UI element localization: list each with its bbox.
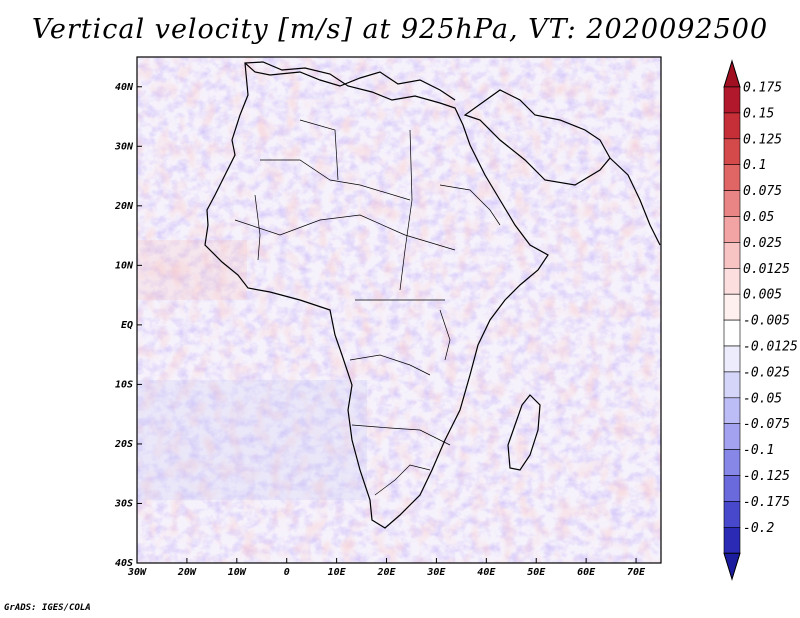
colorbar-label: 0.125 — [743, 132, 782, 147]
latitude-axis: 40N 30N 20N 10N EQ 10S 20S 30S 40S — [114, 82, 142, 569]
colorbar-swatch — [723, 526, 741, 554]
colorbar-label: -0.175 — [743, 495, 790, 510]
india-coastline — [609, 157, 661, 246]
border-line — [349, 354, 431, 376]
colorbar-label: -0.025 — [743, 365, 790, 380]
colorbar-label: 0.1 — [743, 158, 766, 173]
colorbar-swatch — [723, 319, 741, 347]
border-line — [439, 309, 451, 361]
africa-coastline — [204, 61, 549, 529]
lat-tick-label: 10S — [115, 379, 133, 390]
lon-tick-label: 50E — [527, 567, 546, 578]
lon-tick-label: 10W — [228, 567, 247, 578]
colorbar-label: 0.005 — [743, 288, 782, 303]
colorbar-top-arrow — [723, 59, 741, 88]
colorbar-label: -0.1 — [743, 443, 774, 458]
colorbar-label: -0.05 — [743, 391, 782, 406]
madagascar-coastline — [507, 394, 541, 471]
colorbar-label: 0.075 — [743, 184, 782, 199]
colorbar-swatch — [723, 216, 741, 243]
colorbar-label: 0.15 — [743, 106, 774, 121]
lat-tick-label: 30S — [114, 498, 133, 509]
border-line — [299, 119, 339, 181]
border-line — [351, 424, 451, 446]
velocity-field — [137, 57, 661, 563]
lat-tick-label: EQ — [121, 320, 133, 331]
colorbar-bottom-arrow — [723, 552, 741, 581]
lon-tick-label: 30E — [426, 567, 446, 578]
country-borders — [234, 119, 501, 496]
border-line — [439, 184, 501, 226]
colorbar-swatch — [723, 501, 741, 528]
colorbar-label: 0.05 — [743, 210, 774, 225]
lat-tick-label: 20N — [114, 201, 134, 212]
colorbar-swatch — [723, 242, 741, 269]
border-line — [374, 464, 431, 496]
longitude-axis: 30W 20W 10W 0 10E 20E 30E 40E 50E 60E 70E — [127, 558, 646, 578]
lon-tick-label: 10E — [328, 567, 347, 578]
lon-tick-label: 60E — [577, 567, 596, 578]
border-line — [254, 194, 261, 261]
lat-tick-label: 40S — [115, 558, 133, 569]
colorbar-label: -0.005 — [743, 314, 790, 329]
colorbar-swatch — [723, 267, 741, 295]
ocean-band-red — [137, 240, 247, 300]
colorbar-swatch — [723, 293, 741, 321]
ocean-band-blue — [137, 380, 367, 500]
lon-tick-label: 70E — [627, 567, 646, 578]
lon-tick-label: 20W — [177, 567, 197, 578]
colorbar-labels: 0.175 0.15 0.125 0.1 0.075 0.05 0.025 0.0125 0.0… — [743, 81, 798, 536]
colorbar-swatch — [723, 112, 741, 140]
border-line — [234, 214, 456, 251]
colorbar-label: 0.0125 — [743, 262, 790, 277]
lat-tick-label: 10N — [115, 260, 134, 271]
border-line — [399, 129, 413, 291]
colorbar-boxes — [723, 59, 741, 581]
border-line — [260, 159, 411, 201]
colorbar-swatch — [723, 475, 741, 502]
map-title: Vertical velocity [m/s] at 925hPa, VT: 2… — [31, 14, 769, 45]
colorbar-label: 0.175 — [743, 81, 782, 96]
colorbar-swatch — [723, 449, 741, 476]
credit-text: GrADS: IGES/COLA — [4, 603, 91, 613]
lat-tick-label: 40N — [115, 82, 134, 93]
colorbar-swatch — [723, 86, 741, 114]
mediterranean-north-coast — [244, 62, 456, 101]
colorbar-label: -0.075 — [743, 417, 790, 432]
colorbar-swatch — [723, 190, 741, 217]
lon-tick-label: 30W — [127, 567, 147, 578]
colorbar-swatch — [723, 397, 741, 424]
lat-tick-label: 30N — [114, 141, 134, 152]
colorbar-label: -0.125 — [743, 469, 790, 484]
colorbar-swatch — [723, 164, 741, 191]
lon-tick-label: 20E — [376, 567, 396, 578]
colorbar-swatch — [723, 345, 741, 373]
colorbar-swatch — [723, 371, 741, 399]
coastlines — [204, 61, 661, 529]
colorbar-swatch — [723, 138, 741, 166]
lon-tick-label: 40E — [477, 567, 496, 578]
colorbar-label: -0.2 — [743, 521, 774, 536]
map-frame — [136, 56, 662, 564]
lat-tick-label: 20S — [114, 439, 133, 450]
colorbar-swatch — [723, 423, 741, 450]
colorbar-label: 0.025 — [743, 236, 782, 251]
colorbar-label: -0.0125 — [743, 340, 798, 355]
lon-tick-label: 0 — [284, 567, 290, 578]
